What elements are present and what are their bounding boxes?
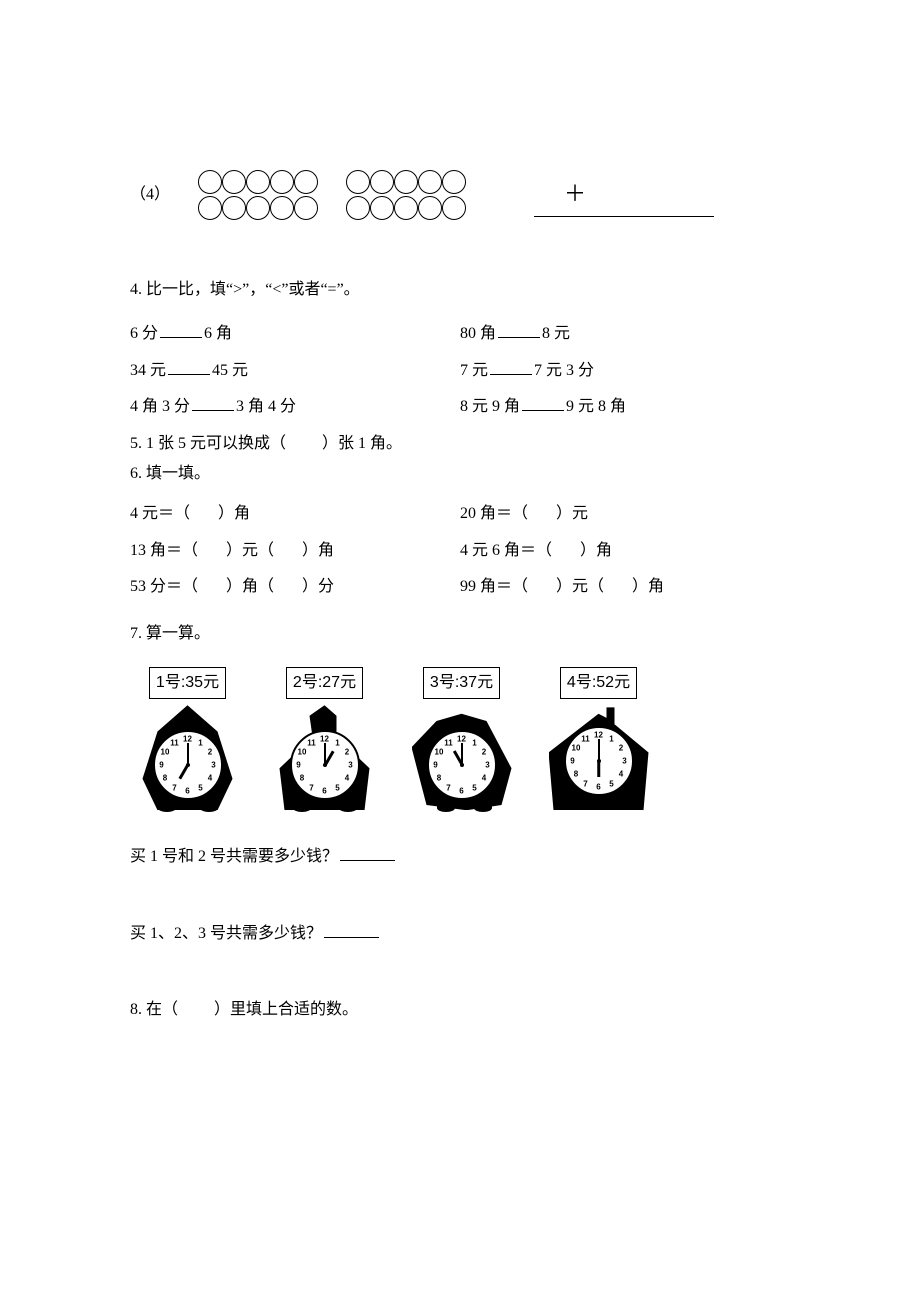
clock-face: 121234567891011: [290, 730, 360, 800]
plus-sign: ＋: [564, 173, 586, 215]
circle-block-1: [198, 170, 318, 220]
q6-item: 99 角＝（）元（）角: [460, 572, 790, 602]
q7-title: 7. 算一算。: [130, 619, 790, 649]
clock-face: 121234567891011: [153, 730, 223, 800]
equation-box: ＋: [534, 173, 714, 218]
q4-title: 4. 比一比，填“>”，“<”或者“=”。: [130, 275, 790, 305]
q6-title: 6. 填一填。: [130, 459, 790, 489]
product-row: 1号:35元 121234567891011 2号:27元 1212345678…: [130, 667, 790, 810]
q4-item: 80 角8 元: [460, 319, 790, 349]
q8-title2: ）里填上合适的数。: [214, 1001, 358, 1018]
price-tag: 3号:37元: [423, 667, 500, 699]
product-2: 2号:27元 121234567891011: [267, 667, 382, 810]
q4-item: 4 角 3 分3 角 4 分: [130, 392, 460, 422]
q5-section: 5. 1 张 5 元可以换成（ ）张 1 角。: [130, 429, 790, 459]
q4-item: 34 元45 元: [130, 356, 460, 386]
q5-text-b: ）张 1 角。: [322, 435, 402, 452]
q7-section: 7. 算一算。 1号:35元 121234567891011 2号:27元 12…: [130, 619, 790, 950]
q4-item: 6 分6 角: [130, 319, 460, 349]
q5-text-a: 5. 1 张 5 元可以换成（: [130, 435, 286, 452]
q6-item: 4 元＝（）角: [130, 499, 460, 529]
q7-ask1: 买 1 号和 2 号共需要多少钱？: [130, 842, 790, 872]
q6-item: 13 角＝（）元（）角: [130, 536, 460, 566]
q6-item: 53 分＝（）角（）分: [130, 572, 460, 602]
q8-section: 8. 在（ ）里填上合适的数。: [130, 995, 790, 1025]
q3-4-row: （4） ＋: [130, 170, 790, 220]
q3-4-prefix: （4）: [130, 180, 170, 210]
q6-item: 20 角＝（）元: [460, 499, 790, 529]
q4-item: 7 元7 元 3 分: [460, 356, 790, 386]
product-4: 4号:52元 121234567891011: [541, 667, 656, 810]
q6-section: 6. 填一填。 4 元＝（）角 20 角＝（）元 13 角＝（）元（）角 4 元…: [130, 459, 790, 609]
price-tag: 1号:35元: [149, 667, 226, 699]
q6-item: 4 元 6 角＝（）角: [460, 536, 790, 566]
product-3: 3号:37元 121234567891011: [404, 667, 519, 810]
product-1: 1号:35元 121234567891011: [130, 667, 245, 810]
q8-title: 8. 在（: [130, 1001, 178, 1018]
circle-block-2: [346, 170, 466, 220]
worksheet-page: （4） ＋ 4. 比一比，填“>”，“<”或者“=”。 6 分6 角 80 角8…: [0, 0, 920, 1085]
q7-ask2: 买 1、2、3 号共需多少钱？: [130, 919, 790, 949]
q4-section: 4. 比一比，填“>”，“<”或者“=”。 6 分6 角 80 角8 元 34 …: [130, 275, 790, 429]
clock-face: 121234567891011: [564, 726, 634, 796]
price-tag: 2号:27元: [286, 667, 363, 699]
q4-item: 8 元 9 角9 元 8 角: [460, 392, 790, 422]
clock-face: 121234567891011: [427, 730, 497, 800]
price-tag: 4号:52元: [560, 667, 637, 699]
